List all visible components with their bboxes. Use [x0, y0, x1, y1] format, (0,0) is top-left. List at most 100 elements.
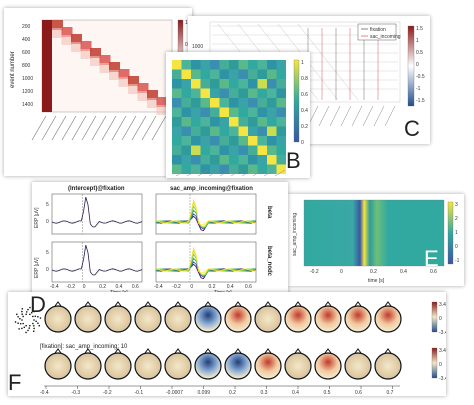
matrix-cell [248, 88, 258, 98]
matrix-cell [172, 60, 182, 70]
y-tick: 0 [46, 267, 49, 273]
topoplot [254, 352, 282, 380]
y-tick: 5 [46, 250, 49, 256]
matrix-cell [276, 88, 286, 98]
electrode-dot [25, 313, 27, 316]
matrix-cell [276, 98, 286, 108]
matrix-cell [191, 69, 201, 79]
topoplot [164, 305, 192, 333]
panel-a-ytick: 1400 [22, 102, 33, 108]
topoplot [344, 305, 372, 333]
matrix-cell [238, 136, 248, 146]
colorbar-tick: 0.5 [416, 50, 423, 56]
colorbar-tick: 1 [416, 38, 419, 44]
electrode-dot [17, 322, 19, 325]
matrix-cell [219, 164, 229, 174]
matrix-cell [219, 136, 229, 146]
design-block [137, 91, 149, 101]
electrode-dot [21, 307, 24, 310]
matrix-cell [181, 98, 191, 108]
axis-label-stub [101, 115, 117, 141]
axis-label-stub [362, 105, 374, 127]
matrix-cell [219, 126, 229, 136]
colorbar-tick: -3.4 [439, 376, 446, 382]
panel-c-colorbar [407, 25, 415, 107]
panel-d-title: (Intercept)@fixation [68, 186, 125, 192]
electrode-dot [27, 308, 29, 311]
time-tick-label: 0.3 [261, 390, 268, 396]
time-tick-label: -0.0007 [166, 390, 183, 396]
colorbar-tick: -1 [455, 258, 460, 264]
electrode-dot [18, 328, 20, 330]
topoplot [164, 352, 192, 380]
matrix-cell [248, 98, 258, 108]
matrix-cell [238, 79, 248, 89]
matrix-cell [276, 145, 286, 155]
matrix-cell [276, 136, 286, 146]
matrix-cell [248, 164, 258, 174]
colorbar-tick: -3.4 [439, 330, 446, 336]
colorbar-tick: 0 [439, 316, 442, 322]
design-block [80, 49, 92, 59]
matrix-cell [267, 79, 277, 89]
electrode-dot [32, 322, 34, 325]
matrix-cell [267, 107, 277, 117]
colorbar-tick: 0.8 [301, 76, 308, 82]
topoplot [224, 352, 252, 380]
panel-a-ytick: 200 [22, 24, 31, 30]
topoplot-nose [234, 348, 242, 354]
electrode-dot [32, 330, 35, 333]
matrix-cell [219, 79, 229, 89]
matrix-cell [257, 88, 267, 98]
design-block [118, 77, 130, 87]
matrix-cell [267, 126, 277, 136]
matrix-cell [210, 60, 220, 70]
topoplot-nose [204, 348, 212, 354]
matrix-cell [229, 88, 239, 98]
panel-a-ytick: 1000 [22, 76, 33, 82]
panel-a-ytick: 600 [22, 50, 31, 56]
colorbar-tick: -0.5 [416, 74, 425, 80]
axis-label-stub [131, 115, 147, 141]
matrix-cell [257, 136, 267, 146]
matrix-cell [219, 60, 229, 70]
electrode-dot [29, 306, 31, 309]
matrix-cell [276, 155, 286, 165]
electrode-dot [37, 315, 39, 318]
matrix-cell [200, 145, 210, 155]
design-block [128, 76, 139, 86]
axis-label-stub [230, 169, 242, 177]
panel-b: 1 0.8 0.6 0.4 0.2 0 B [166, 52, 310, 178]
matrix-cell [276, 60, 286, 70]
panel-b-colorbar [293, 59, 300, 143]
topoplot-nose [174, 348, 182, 354]
electrode-dot [37, 322, 39, 325]
matrix-cell [200, 79, 210, 89]
design-block [90, 48, 101, 58]
matrix-cell [219, 107, 229, 117]
topoplot-nose [204, 301, 212, 307]
matrix-cell [172, 155, 182, 165]
axis-label-stub [219, 169, 231, 177]
axis-label-stub [175, 169, 187, 177]
electrode-dot [15, 313, 18, 316]
colorbar-tick: 1 [185, 20, 188, 26]
electrode-dot [32, 315, 34, 318]
electrode-dot [28, 327, 31, 329]
matrix-cell [181, 88, 191, 98]
matrix-cell [248, 69, 258, 79]
axis-label-stub [263, 169, 275, 177]
panel-a-ytick: 400 [22, 37, 31, 43]
electrode-dot [33, 327, 35, 330]
topoplot [374, 305, 402, 333]
axis-label-stub [329, 105, 341, 127]
matrix-cell [172, 98, 182, 108]
design-block [109, 70, 120, 80]
x-tick: -0.2 [66, 284, 75, 290]
matrix-cell [210, 136, 220, 146]
matrix-cell [200, 136, 210, 146]
axis-label-stub [121, 115, 137, 141]
design-block [99, 63, 111, 73]
matrix-cell [238, 98, 248, 108]
axis-label-stub [91, 115, 107, 141]
